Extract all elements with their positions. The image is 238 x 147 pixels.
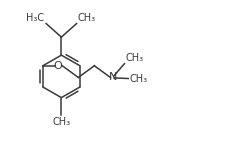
Text: CH₃: CH₃ xyxy=(125,53,144,63)
Text: CH₃: CH₃ xyxy=(52,117,70,127)
Text: N: N xyxy=(109,72,117,82)
Text: O: O xyxy=(54,61,62,71)
Text: H₃C: H₃C xyxy=(26,13,44,23)
Text: CH₃: CH₃ xyxy=(78,13,96,23)
Text: CH₃: CH₃ xyxy=(129,74,147,83)
